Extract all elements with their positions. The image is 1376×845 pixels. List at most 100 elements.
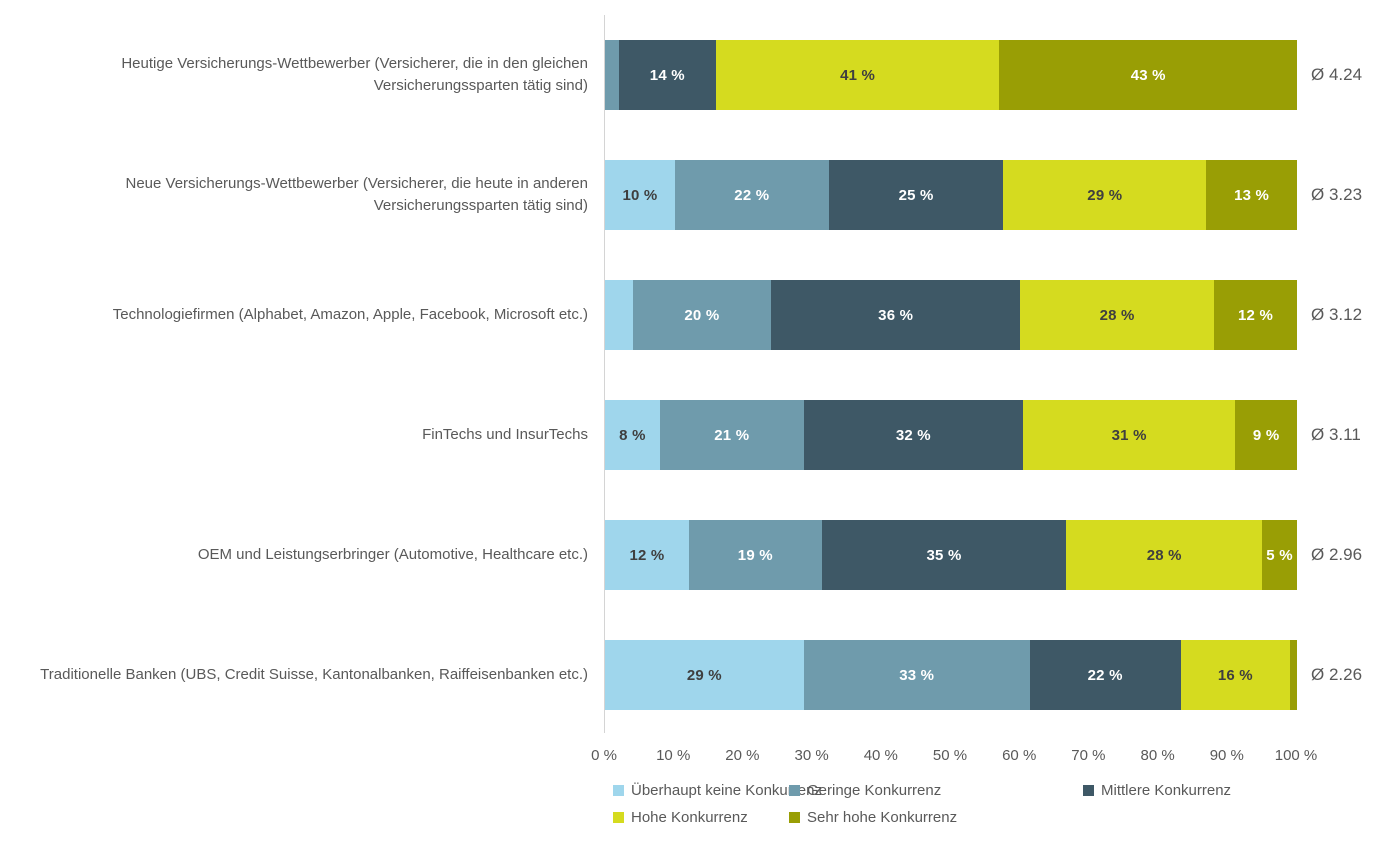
- bar-segment: [605, 40, 619, 110]
- average-value: Ø 3.12: [1311, 305, 1363, 324]
- segment-value-label: 35 %: [926, 546, 962, 564]
- bar-segment: 22 %: [674, 160, 829, 230]
- legend-label: Hohe Konkurrenz: [631, 809, 748, 826]
- x-axis-tick-label: 0 %: [591, 747, 617, 764]
- bar-segment: 19 %: [688, 520, 822, 590]
- x-axis-tick-label: 70 %: [1071, 747, 1106, 764]
- segment-value-label: 14 %: [649, 66, 685, 84]
- segment-value-label: 31 %: [1111, 426, 1147, 444]
- bar-segment: 29 %: [605, 640, 804, 710]
- bar-segment: 31 %: [1022, 400, 1236, 470]
- segment-value-label: 10 %: [622, 186, 658, 204]
- category-row: Neue Versicherungs-Wettbewerber (Versich…: [0, 135, 1376, 255]
- segment-value-label: 25 %: [898, 186, 934, 204]
- stacked-bar: 10 % 22 % 25 % 29 % 13 %: [605, 160, 1298, 230]
- category-label: Heutige Versicherungs-Wettbewerber (Vers…: [121, 55, 588, 94]
- bar-segment: 5 %: [1262, 520, 1297, 590]
- average-value: Ø 3.11: [1311, 425, 1361, 444]
- stacked-bar: 20 % 36 % 28 % 12 %: [605, 280, 1298, 350]
- x-axis-tick-label: 100 %: [1274, 747, 1318, 764]
- x-axis-tick-label: 50 %: [932, 747, 968, 764]
- category-label: Technologiefirmen (Alphabet, Amazon, App…: [112, 306, 588, 324]
- segment-value-label: 21 %: [714, 426, 750, 444]
- segment-value-label: 41 %: [840, 66, 876, 84]
- segment-value-label: 32 %: [895, 426, 931, 444]
- legend-item: Überhaupt keine Konkurrenz: [613, 782, 822, 799]
- segment-value-label: 36 %: [878, 306, 914, 324]
- category-row: Technologiefirmen (Alphabet, Amazon, App…: [0, 255, 1376, 375]
- x-axis: 0 % 10 % 20 % 30 % 40 % 50 % 60 % 70 % 80 % 90 % 1…: [591, 747, 1317, 767]
- legend-item: Geringe Konkurrenz: [789, 782, 1083, 799]
- bar-segment: 29 %: [1003, 160, 1207, 230]
- bar-segment: [1290, 640, 1297, 710]
- y-axis-line: [604, 15, 605, 733]
- stacked-bar: 8 % 21 % 32 % 31 % 9 %: [605, 400, 1297, 470]
- segment-value-label: 33 %: [899, 666, 935, 684]
- category-row: OEM und Leistungserbringer (Automotive, …: [0, 495, 1376, 615]
- legend-item: Hohe Konkurrenz: [613, 809, 789, 826]
- legend-label: Überhaupt keine Konkurrenz: [631, 782, 822, 799]
- segment-value-label: 8 %: [619, 426, 646, 444]
- bar-segment: 14 %: [618, 40, 716, 110]
- bar-segment: 28 %: [1066, 520, 1263, 590]
- legend-item: Sehr hohe Konkurrenz: [789, 809, 1083, 826]
- x-axis-tick-label: 20 %: [725, 747, 760, 764]
- category-label: Neue Versicherungs-Wettbewerber (Versich…: [125, 175, 589, 214]
- bar-segment: 32 %: [803, 400, 1023, 470]
- stacked-bar: 14 % 41 % 43 %: [605, 40, 1297, 110]
- legend-label: Sehr hohe Konkurrenz: [807, 809, 958, 826]
- category-row: Traditionelle Banken (UBS, Credit Suisse…: [0, 615, 1376, 735]
- average-value: Ø 2.96: [1311, 545, 1363, 564]
- segment-value-label: 19 %: [737, 546, 773, 564]
- segment-value-label: 22 %: [734, 186, 770, 204]
- segment-value-label: 29 %: [686, 666, 722, 684]
- category-label: FinTechs und InsurTechs: [422, 426, 588, 444]
- bar-segment: 41 %: [715, 40, 1000, 110]
- legend-label: Geringe Konkurrenz: [807, 782, 942, 799]
- bar-segment: 25 %: [828, 160, 1004, 230]
- bar-segment: 43 %: [999, 40, 1297, 110]
- segment-value-label: 5 %: [1266, 546, 1293, 564]
- x-axis-tick-label: 90 %: [1209, 747, 1244, 764]
- bar-segment: 21 %: [659, 400, 804, 470]
- average-value: Ø 4.24: [1311, 65, 1363, 84]
- segment-value-label: 12 %: [629, 546, 665, 564]
- x-axis-tick-label: 30 %: [794, 747, 829, 764]
- stacked-bar: 29 % 33 % 22 % 16 %: [605, 640, 1297, 710]
- bar-segment: [605, 280, 633, 350]
- legend-color-swatch-icon: [789, 785, 800, 796]
- category-label: Traditionelle Banken (UBS, Credit Suisse…: [40, 666, 588, 684]
- bar-segment: 9 %: [1235, 400, 1297, 470]
- bar-segment: 36 %: [771, 280, 1021, 350]
- category-row: FinTechs und InsurTechs 8 % 21 % 32 % 31 % 9 …: [0, 375, 1376, 495]
- segment-value-label: 28 %: [1146, 546, 1182, 564]
- category-row: Heutige Versicherungs-Wettbewerber (Vers…: [0, 15, 1376, 135]
- segment-value-label: 20 %: [684, 306, 720, 324]
- legend-spacer: [1083, 809, 1353, 826]
- x-axis-tick-label: 60 %: [1002, 747, 1037, 764]
- x-axis-tick-label: 80 %: [1140, 747, 1175, 764]
- bar-segment: 20 %: [632, 280, 772, 350]
- legend-label: Mittlere Konkurrenz: [1101, 782, 1232, 799]
- average-value: Ø 2.26: [1311, 665, 1363, 684]
- segment-value-label: 16 %: [1217, 666, 1253, 684]
- chart-rows: Heutige Versicherungs-Wettbewerber (Vers…: [0, 15, 1376, 735]
- bar-segment: 16 %: [1180, 640, 1291, 710]
- stacked-bar: 12 % 19 % 35 % 28 % 5 %: [605, 520, 1297, 590]
- bar-segment: 13 %: [1206, 160, 1298, 230]
- segment-value-label: 28 %: [1099, 306, 1135, 324]
- bar-segment: 33 %: [803, 640, 1030, 710]
- legend-color-swatch-icon: [613, 812, 624, 823]
- legend-color-swatch-icon: [613, 785, 624, 796]
- bar-segment: 12 %: [605, 520, 689, 590]
- segment-value-label: 29 %: [1087, 186, 1123, 204]
- bar-segment: 22 %: [1029, 640, 1181, 710]
- x-axis-tick-label: 40 %: [863, 747, 898, 764]
- category-label: OEM und Leistungserbringer (Automotive, …: [197, 546, 588, 564]
- bar-segment: 10 %: [605, 160, 675, 230]
- bar-segment: 35 %: [821, 520, 1067, 590]
- bar-segment: 12 %: [1213, 280, 1298, 350]
- x-axis-tick-label: 10 %: [656, 747, 691, 764]
- segment-value-label: 13 %: [1234, 186, 1270, 204]
